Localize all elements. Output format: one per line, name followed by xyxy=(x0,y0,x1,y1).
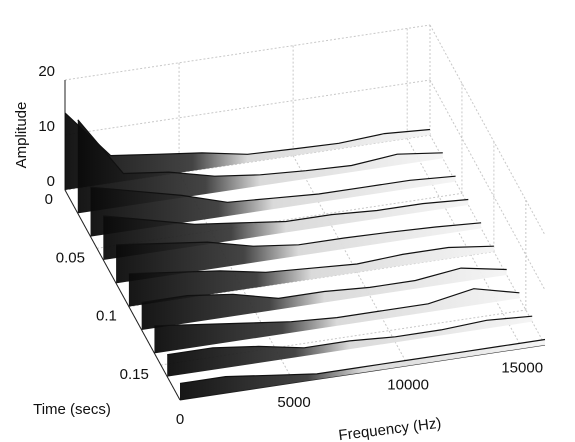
y-tick-label: 0.15 xyxy=(120,366,149,383)
slice-line xyxy=(179,338,546,385)
y-axis-label: Time (secs) xyxy=(33,401,111,418)
grid-line xyxy=(406,138,523,349)
x-tick-label: 5000 xyxy=(277,394,310,411)
y-tick-label: 0.05 xyxy=(56,249,85,266)
grid-line xyxy=(64,24,431,81)
slice-line xyxy=(116,222,482,247)
x-axis-label: Frequency (Hz) xyxy=(338,415,443,442)
z-axis-label: Amplitude xyxy=(13,102,30,169)
slice-line xyxy=(90,175,456,203)
x-tick-label: 15000 xyxy=(501,359,543,376)
slice-line xyxy=(167,315,533,356)
slice-line xyxy=(64,112,431,157)
slice-line xyxy=(103,198,469,225)
slice-line xyxy=(154,288,520,327)
y-axis xyxy=(64,189,181,401)
z-tick-label: 0 xyxy=(47,173,55,190)
slice-fill xyxy=(77,119,443,214)
x-tick-label: 10000 xyxy=(387,377,429,394)
slice-fill xyxy=(180,339,545,400)
y-tick-label: 0.1 xyxy=(96,308,117,325)
slice-fill xyxy=(116,222,482,284)
z-tick-label: 20 xyxy=(38,63,55,80)
z-tick-label: 10 xyxy=(38,118,55,135)
slice-fill xyxy=(128,246,494,307)
slice-fill xyxy=(154,288,520,354)
slice-fill xyxy=(65,113,430,190)
y-tick-label: 0 xyxy=(45,191,53,208)
x-tick-label: 0 xyxy=(176,411,184,428)
slice-fill xyxy=(90,176,456,237)
slice-line xyxy=(77,119,443,177)
slice-fill xyxy=(141,268,507,330)
grid-line xyxy=(429,134,546,346)
slice-fill xyxy=(167,316,533,377)
slice-line xyxy=(128,245,494,275)
grid-line xyxy=(64,79,431,136)
slice-line xyxy=(141,267,507,304)
